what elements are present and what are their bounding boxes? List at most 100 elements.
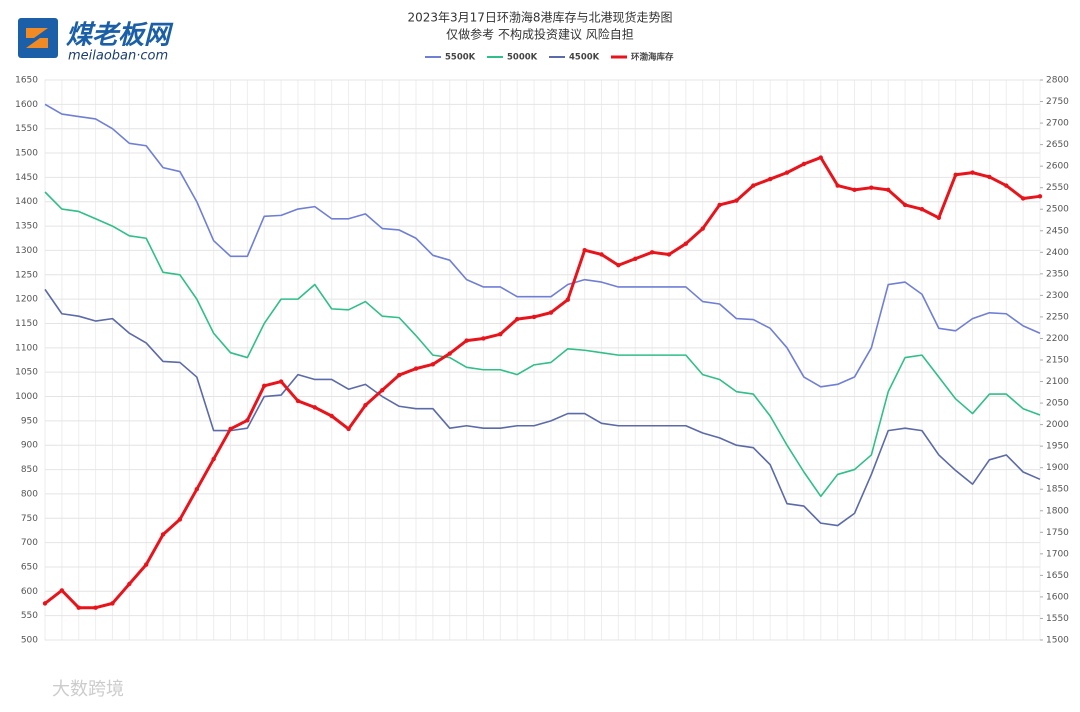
point [312,405,318,410]
series-line [44,156,1041,610]
point [751,183,756,188]
y-tick-label: 650 [21,562,38,572]
point [262,383,267,389]
legend-label: 5500K [445,53,476,63]
point [430,362,436,367]
y2-tick-label: 2300 [1046,291,1069,301]
point [970,170,975,175]
y-tick-label: 1150 [15,319,38,329]
y-tick-label: 1600 [15,100,38,110]
y-tick-label: 550 [21,611,38,621]
point [363,403,368,408]
y-tick-label: 1200 [15,295,38,305]
point [531,314,537,320]
point [835,183,840,188]
y-tick-label: 1450 [15,173,38,183]
y2-tick-label: 2150 [1046,356,1069,366]
point [515,316,520,322]
point [396,372,402,378]
point [633,256,638,261]
y-tick-label: 600 [21,587,38,597]
y-tick-label: 850 [21,465,38,475]
y2-tick-label: 1600 [1046,592,1069,602]
y-tick-label: 1350 [15,222,38,232]
point [1037,194,1043,199]
point [245,418,250,423]
point [447,351,452,356]
point [919,207,925,212]
y2-tick-label: 1500 [1046,636,1069,646]
point [177,517,183,522]
y-tick-label: 1000 [15,392,38,402]
point [346,426,351,432]
y-tick-label: 750 [21,514,38,524]
y-tick-label: 700 [21,538,38,548]
y2-tick-label: 1550 [1046,614,1069,624]
y2-tick-label: 1850 [1046,485,1069,495]
logo-mark [26,28,48,48]
y-tick-label: 900 [21,441,38,451]
point [700,226,705,231]
y2-tick-label: 1900 [1046,463,1069,473]
point [211,456,216,462]
y2-tick-label: 2750 [1046,97,1069,107]
point [717,202,722,208]
y2-tick-label: 2600 [1046,162,1069,172]
point [380,387,385,393]
point [42,601,48,606]
point [1020,196,1026,201]
y-tick-label: 1300 [15,246,38,256]
y2-tick-label: 1750 [1046,528,1069,538]
series-line [44,288,1041,527]
chart-title: 2023年3月17日环渤海8港库存与北港现货走势图 [407,10,672,25]
point [582,247,587,253]
y2-tick-label: 2800 [1046,76,1069,86]
point [767,176,773,182]
y-tick-label: 1550 [15,124,38,134]
point [852,187,857,193]
point [666,252,672,257]
y-tick-label: 500 [21,636,38,646]
y2-tick-label: 2400 [1046,248,1069,258]
point [160,532,166,537]
y2-tick-label: 1650 [1046,571,1069,581]
y2-tick-label: 1700 [1046,549,1069,559]
point [498,331,503,337]
legend-label: 环渤海库存 [631,52,674,63]
point [987,174,992,180]
y-tick-label: 1100 [15,343,38,353]
legend-label: 5000K [507,53,538,63]
point [59,588,65,593]
point [801,161,807,167]
series-line [44,191,1041,498]
y2-tick-label: 2350 [1046,269,1069,279]
logo-site: meilaoban·com [68,49,168,64]
y-tick-label: 950 [21,416,38,426]
point [734,198,739,203]
y2-tick-label: 1800 [1046,506,1069,516]
point [413,366,419,371]
logo: 煤老板网 meilaoban·com [18,18,174,64]
y2-tick-label: 2050 [1046,399,1069,409]
point [886,187,891,193]
point [464,338,469,343]
logo-name: 煤老板网 [66,21,174,51]
y2-tick-label: 2200 [1046,334,1069,344]
y2-tick-label: 2650 [1046,140,1069,150]
point [649,250,655,255]
y-tick-label: 800 [21,489,38,499]
point [127,581,132,587]
chart-subtitle: 仅做参考 不构成投资建议 风险自担 [446,27,634,42]
y-tick-label: 1400 [15,197,38,207]
point [869,185,874,190]
y2-tick-label: 2250 [1046,312,1069,322]
point [936,215,942,221]
point [228,426,233,432]
y2-tick-label: 2550 [1046,183,1069,193]
point [1004,183,1009,188]
point [110,601,115,606]
point [683,241,689,246]
point [143,562,149,567]
point [278,379,284,384]
